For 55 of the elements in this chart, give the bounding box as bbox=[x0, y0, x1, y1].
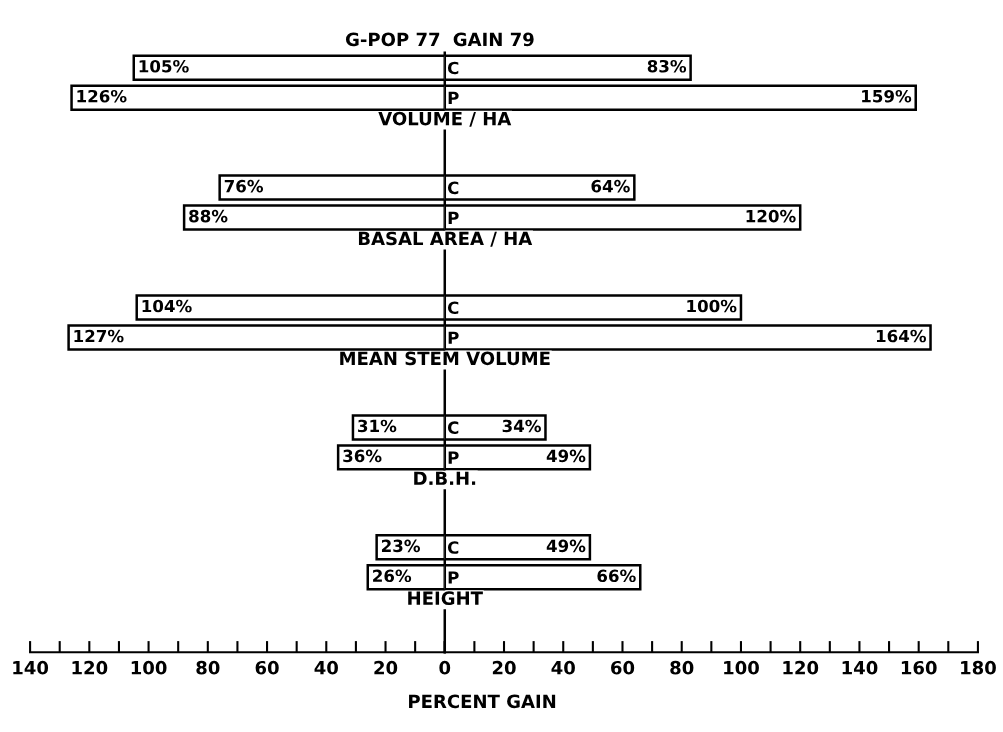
text: 105% bbox=[139, 59, 189, 73]
annotation: BASAL AREA / HA bbox=[358, 231, 533, 247]
x-tick-label: 140 bbox=[842, 660, 878, 675]
x-tick-label: 0 bbox=[439, 660, 451, 675]
annotation: VOLUME / HA bbox=[378, 111, 512, 127]
x-tick-label: 20 bbox=[374, 660, 398, 675]
x-tick-label: 180 bbox=[961, 660, 996, 675]
x-tick-label: 40 bbox=[551, 660, 575, 675]
annotation: D.B.H. bbox=[414, 471, 476, 485]
text: 127% bbox=[74, 329, 124, 343]
text: 126% bbox=[77, 89, 127, 103]
x-tick-label: 80 bbox=[670, 660, 694, 675]
text: 49% bbox=[546, 539, 586, 553]
y-tick-label: P bbox=[448, 91, 459, 104]
x-tick-label: 140 bbox=[13, 660, 49, 675]
annotation: MEAN STEM VOLUME bbox=[340, 351, 550, 366]
y-tick-label: P bbox=[448, 571, 459, 584]
x-tick-label: 40 bbox=[314, 660, 338, 675]
series-label: GAIN 79 bbox=[453, 32, 534, 47]
x-tick-label: 160 bbox=[901, 660, 937, 675]
y-tick-label: P bbox=[448, 211, 459, 224]
text: 104% bbox=[142, 299, 192, 313]
x-tick-label: 60 bbox=[611, 660, 635, 675]
text: 159% bbox=[862, 89, 912, 103]
y-tick-label: C bbox=[447, 61, 459, 75]
text: 34% bbox=[502, 419, 541, 433]
x-axis-title: PERCENT GAIN bbox=[409, 694, 556, 709]
text: 76% bbox=[224, 179, 264, 193]
y-tick-label: C bbox=[447, 421, 459, 434]
text: 49% bbox=[546, 449, 586, 463]
text: 164% bbox=[876, 329, 926, 343]
text: 66% bbox=[597, 569, 636, 583]
y-tick-label: C bbox=[447, 541, 459, 554]
text: 88% bbox=[189, 209, 228, 223]
x-tick-label: 100 bbox=[131, 660, 167, 675]
x-tick-label: 20 bbox=[492, 660, 516, 675]
x-tick-label: 80 bbox=[196, 660, 220, 675]
text: 83% bbox=[647, 59, 687, 73]
series-label: G-POP 77 bbox=[345, 32, 440, 47]
y-tick-label: C bbox=[447, 181, 459, 195]
x-tick-label: 120 bbox=[783, 660, 819, 675]
x-tick-label: 60 bbox=[255, 660, 279, 675]
y-tick-label: P bbox=[448, 451, 459, 464]
text: 64% bbox=[591, 179, 630, 193]
x-tick-label: 100 bbox=[724, 660, 759, 675]
y-tick-label: P bbox=[448, 331, 459, 344]
y-tick-label: C bbox=[447, 301, 459, 315]
text: 120% bbox=[746, 209, 796, 223]
text: 26% bbox=[373, 569, 412, 583]
text: 100% bbox=[687, 299, 737, 313]
text: 23% bbox=[381, 539, 420, 553]
text: 36% bbox=[343, 449, 382, 463]
annotation: HEIGHT bbox=[408, 591, 483, 605]
x-tick-label: 120 bbox=[72, 660, 108, 675]
text: 31% bbox=[358, 419, 397, 433]
